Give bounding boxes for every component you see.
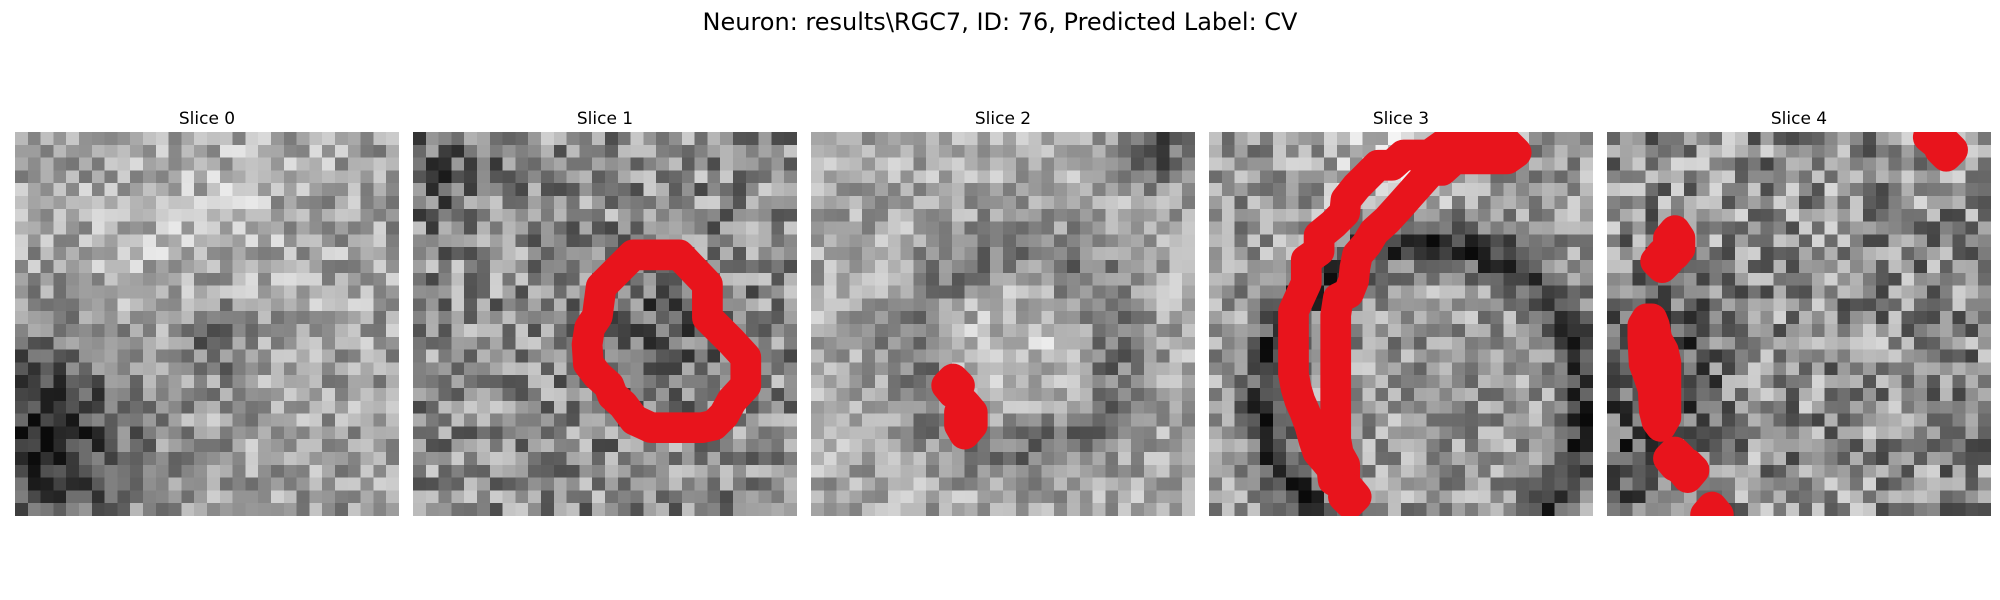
slice-image-0: [15, 132, 399, 516]
slice-image-4: [1607, 132, 1991, 516]
slice-image-2: [811, 132, 1195, 516]
slice-panel-4: Slice 4: [1607, 108, 1991, 516]
slice-title: Slice 0: [178, 109, 236, 129]
segmentation-contour: [1640, 238, 1684, 284]
slice-image-1: [413, 132, 797, 516]
segmentation-contour: [1278, 132, 1532, 506]
segmentation-contour: [931, 363, 975, 409]
slice-panel-0: Slice 0: [15, 108, 399, 516]
segmentation-contour: [1924, 132, 1968, 172]
slice-panel-1: Slice 1: [413, 108, 797, 516]
segmentation-contour: [571, 239, 762, 444]
slice-title: Slice 4: [1770, 109, 1828, 129]
figure-title: Neuron: results\RGC7, ID: 76, Predicted …: [702, 8, 1298, 36]
slice-title: Slice 1: [576, 109, 634, 129]
segmentation-contour: [944, 388, 988, 450]
slice-image-3: [1209, 132, 1593, 516]
segmentation-contour: [1328, 473, 1372, 516]
slice-panel-2: Slice 2: [811, 108, 1195, 516]
segmentation-contour: [1665, 448, 1710, 493]
slice-panel-3: Slice 3: [1209, 108, 1593, 516]
slice-title: Slice 3: [1372, 109, 1430, 129]
slice-title: Slice 2: [974, 109, 1032, 129]
segmentation-contour: [1627, 303, 1682, 442]
segmentation-contour: [1690, 491, 1734, 516]
